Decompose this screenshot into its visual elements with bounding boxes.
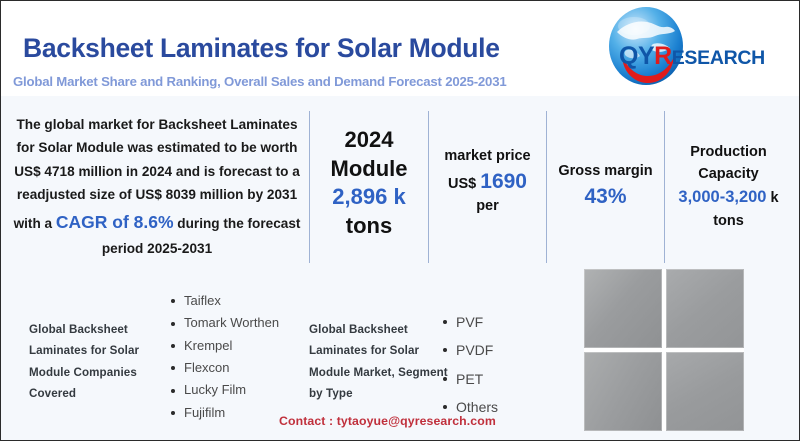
page-subtitle: Global Market Share and Ranking, Overall… <box>13 74 507 89</box>
stat-module-line2: Module <box>330 155 408 181</box>
stat-market-price: market price US$ 1690 per <box>430 146 545 217</box>
companies-section-label: Global Backsheet Laminates for Solar Mod… <box>29 323 140 401</box>
divider-3 <box>546 111 547 263</box>
stat-margin-value: 43% <box>584 185 627 209</box>
stat-capacity-value: 3,000-3,200 <box>678 188 767 207</box>
stat-production-capacity: Production Capacity 3,000-3,200 k tons <box>666 141 791 232</box>
list-item: PET <box>441 365 498 393</box>
logo-esearch-text: ESEARCH <box>671 47 766 69</box>
stat-capacity-unit: tons <box>713 213 744 230</box>
segment-type-list: PVF PVDF PET Others <box>441 308 498 421</box>
stat-capacity-line2: Capacity <box>698 166 759 183</box>
photo-tile-top-right <box>666 269 744 348</box>
divider-4 <box>664 111 665 263</box>
list-item: Taiflex <box>169 290 279 312</box>
stat-capacity-line1: Production <box>690 144 767 160</box>
logo-letter-y: Y <box>637 42 655 70</box>
qyresearch-logo: QYRESEARCH <box>597 3 797 91</box>
summary-part-2: during the forecast period 2025-2031 <box>101 215 301 256</box>
stat-module-value: 2,896 k <box>332 184 406 210</box>
divider-2 <box>428 111 429 263</box>
page-title: Backsheet Laminates for Solar Module <box>23 33 500 63</box>
photo-tile-top-left <box>584 269 662 348</box>
segment-section-label: Global Backsheet Laminates for Solar Mod… <box>309 323 448 401</box>
stat-module-line1: 2024 <box>344 127 394 152</box>
photo-tile-bottom-right <box>666 352 744 431</box>
list-item: PVF <box>441 308 498 336</box>
stat-price-value: 1690 <box>480 169 527 193</box>
stat-module-unit: tons <box>345 212 393 238</box>
stat-gross-margin: Gross margin 43% <box>548 161 663 212</box>
header: Backsheet Laminates for Solar Module Glo… <box>1 1 799 96</box>
summary-part-1: The global market for Backsheet Laminate… <box>13 117 300 231</box>
list-item: Fujifilm <box>169 402 279 424</box>
list-item: Krempel <box>169 335 279 357</box>
cagr-highlight: CAGR of 8.6% <box>55 211 174 232</box>
logo-wordmark: QYRESEARCH <box>619 44 765 69</box>
contact-info[interactable]: Contact : tytaoyue@qyresearch.com <box>279 414 496 428</box>
red-swoosh-icon <box>622 56 674 83</box>
list-item: Others <box>441 393 498 421</box>
list-item: Lucky Film <box>169 379 279 401</box>
companies-list: Taiflex Tomark Worthen Krempel Flexcon L… <box>169 290 279 424</box>
stat-module-volume: 2024 Module 2,896 k tons <box>311 126 427 240</box>
stat-price-label: market price <box>444 148 531 164</box>
divider-1 <box>309 111 310 263</box>
list-item: PVDF <box>441 336 498 364</box>
stat-margin-label: Gross margin <box>558 163 653 179</box>
market-summary-text: The global market for Backsheet Laminate… <box>13 113 301 260</box>
list-item: Flexcon <box>169 357 279 379</box>
stat-capacity-suffix: k <box>770 190 779 207</box>
list-item: Tomark Worthen <box>169 312 279 334</box>
stat-price-currency: US$ <box>448 175 477 192</box>
photo-tile-bottom-left <box>584 352 662 431</box>
logo-letter-q: Q <box>619 42 638 70</box>
backsheet-laminate-photo <box>584 269 744 431</box>
logo-letter-r: R <box>654 42 672 70</box>
stat-price-unit: per <box>476 198 499 215</box>
